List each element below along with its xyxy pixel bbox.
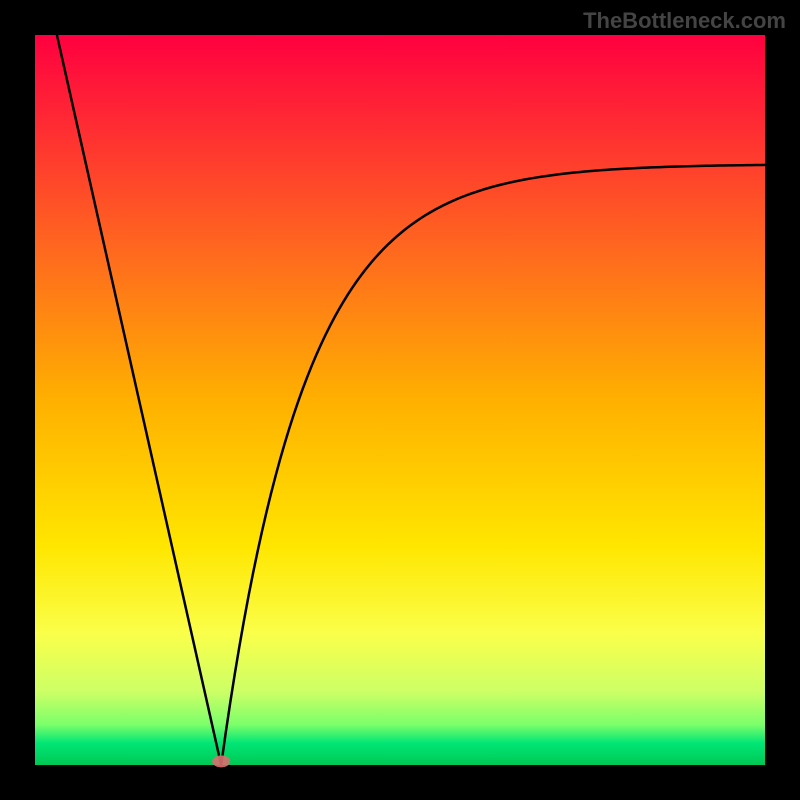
bottleneck-chart-container: TheBottleneck.com bbox=[0, 0, 800, 800]
watermark-text: TheBottleneck.com bbox=[583, 8, 786, 34]
chart-background-gradient bbox=[35, 35, 765, 765]
optimum-marker bbox=[212, 755, 230, 767]
chart-svg bbox=[0, 0, 800, 800]
